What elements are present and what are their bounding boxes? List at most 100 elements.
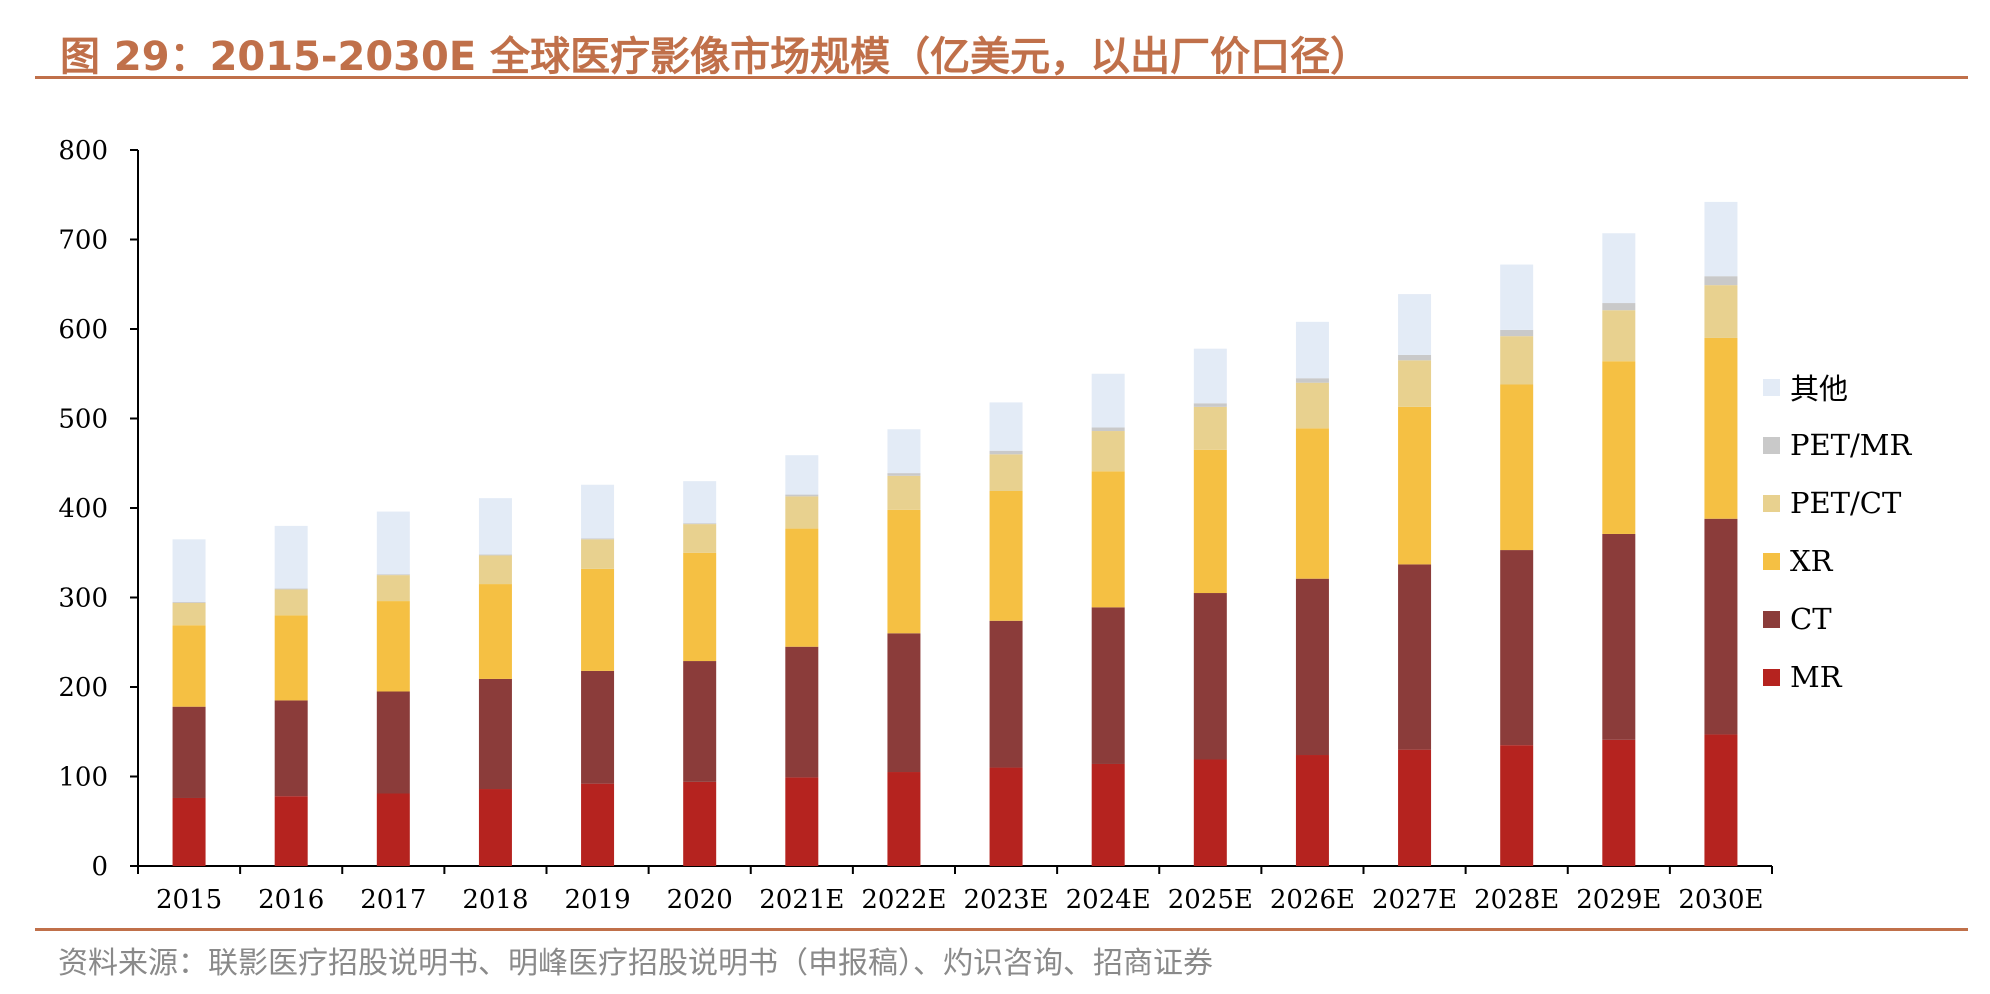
bar-segment-xr-2017 <box>376 601 410 692</box>
x-tick-label: 2025E <box>1168 885 1253 915</box>
bar-segment-xr-2030E <box>1704 337 1738 519</box>
bar-segment-pet-mr-2020 <box>683 523 717 525</box>
legend-label: CT <box>1790 602 1832 636</box>
bar-segment-pet-ct-2030E <box>1704 285 1738 338</box>
bar-segment---2021E <box>785 455 819 495</box>
legend-swatch <box>1763 668 1780 686</box>
bar-segment-pet-mr-2028E <box>1500 329 1534 337</box>
y-tick-label: 400 <box>58 494 108 524</box>
bar-segment---2028E <box>1500 264 1534 330</box>
bar-segment-mr-2019 <box>581 783 615 866</box>
bar-segment-pet-ct-2017 <box>376 575 410 602</box>
bar-segment-ct-2021E <box>785 646 819 778</box>
bar-segment---2025E <box>1193 348 1227 404</box>
bar-segment-mr-2026E <box>1295 755 1329 866</box>
bar-segment-pet-mr-2018 <box>478 554 512 556</box>
bar-segment-ct-2029E <box>1602 533 1636 740</box>
bar-segment-pet-mr-2025E <box>1193 403 1227 407</box>
bar-segment-pet-mr-2024E <box>1091 427 1125 432</box>
y-tick-label: 200 <box>58 673 108 703</box>
bar-segment-pet-ct-2025E <box>1193 406 1227 450</box>
bar-segment-pet-ct-2021E <box>785 496 819 529</box>
bar-segment-ct-2020 <box>683 661 717 782</box>
bar-segment-xr-2023E <box>989 490 1023 621</box>
bar-segment-pet-ct-2026E <box>1295 382 1329 429</box>
bar-segment---2023E <box>989 402 1023 451</box>
y-tick-label: 300 <box>58 584 108 614</box>
x-tick-label: 2022E <box>861 885 946 915</box>
bar-segment-pet-mr-2016 <box>274 588 308 590</box>
bar-segment-xr-2025E <box>1193 449 1227 594</box>
bar-segment-ct-2028E <box>1500 550 1534 746</box>
bar-segment-ct-2022E <box>887 633 921 773</box>
bar-segment---2019 <box>581 484 615 539</box>
bar-segment-pet-ct-2018 <box>478 555 512 585</box>
bar-segment-mr-2030E <box>1704 734 1738 866</box>
x-tick-label: 2017 <box>360 885 426 915</box>
legend-swatch <box>1763 552 1780 570</box>
legend-item: 其他 <box>1763 358 1911 416</box>
bar-segment-pet-ct-2015 <box>172 602 206 626</box>
bar-segment---2020 <box>683 481 717 524</box>
legend-item: XR <box>1763 532 1911 590</box>
x-tick-label: 2029E <box>1576 885 1661 915</box>
bar-segment-ct-2017 <box>376 691 410 794</box>
bar-segment-mr-2023E <box>989 767 1023 866</box>
bar-segment-pet-ct-2016 <box>274 589 308 616</box>
bar-segment-xr-2026E <box>1295 428 1329 579</box>
bar-segment-pet-ct-2029E <box>1602 310 1636 362</box>
x-tick-label: 2016 <box>258 885 324 915</box>
bar-segment-pet-mr-2019 <box>581 538 615 540</box>
bar-segment---2016 <box>274 525 308 589</box>
x-tick-label: 2020 <box>667 885 733 915</box>
legend-item: CT <box>1763 590 1911 648</box>
legend-swatch <box>1763 378 1780 396</box>
bar-segment-pet-ct-2027E <box>1398 360 1432 407</box>
bar-segment-pet-ct-2019 <box>581 539 615 569</box>
y-tick-label: 500 <box>58 405 108 435</box>
bar-segment-mr-2029E <box>1602 739 1636 866</box>
bar-segment-mr-2025E <box>1193 759 1227 866</box>
bar-segment---2022E <box>887 429 921 474</box>
title-divider <box>35 76 1968 79</box>
bar-segment-xr-2027E <box>1398 406 1432 565</box>
bar-segment-pet-mr-2022E <box>887 473 921 476</box>
bar-segment-xr-2028E <box>1500 384 1534 551</box>
legend-swatch <box>1763 494 1780 512</box>
bar-segment-pet-mr-2030E <box>1704 276 1738 286</box>
bar-segment-mr-2017 <box>376 793 410 866</box>
bar-segment-ct-2027E <box>1398 564 1432 750</box>
bar-segment-pet-mr-2029E <box>1602 303 1636 311</box>
legend-label: MR <box>1790 660 1842 694</box>
x-tick-label: 2018 <box>462 885 528 915</box>
bar-segment-mr-2027E <box>1398 749 1432 866</box>
bar-segment-xr-2020 <box>683 552 717 662</box>
bar-segment-pet-mr-2021E <box>785 494 819 497</box>
bar-segment-xr-2015 <box>172 625 206 707</box>
legend-label: 其他 <box>1790 372 1849 406</box>
bar-segment-mr-2020 <box>683 781 717 866</box>
bar-segment-pet-ct-2028E <box>1500 336 1534 385</box>
bar-segment-xr-2029E <box>1602 361 1636 534</box>
bar-segment-pet-mr-2026E <box>1295 378 1329 383</box>
bar-segment-mr-2022E <box>887 772 921 866</box>
x-tick-label: 2024E <box>1066 885 1151 915</box>
chart-title: 图 29：2015-2030E 全球医疗影像市场规模（亿美元，以出厂价口径） <box>60 34 1371 80</box>
bar-segment-pet-ct-2022E <box>887 475 921 510</box>
bar-segment-pet-mr-2027E <box>1398 354 1432 361</box>
legend-item: PET/CT <box>1763 474 1911 532</box>
y-tick-label: 600 <box>58 315 108 345</box>
bar-segment---2027E <box>1398 294 1432 355</box>
bar-segment-ct-2015 <box>172 706 206 798</box>
bar-segment-pet-ct-2020 <box>683 524 717 553</box>
x-tick-label: 2023E <box>963 885 1048 915</box>
bar-segment-xr-2024E <box>1091 471 1125 608</box>
legend-item: PET/MR <box>1763 416 1911 474</box>
bar-segment-mr-2024E <box>1091 763 1125 866</box>
x-tick-label: 2021E <box>759 885 844 915</box>
bar-segment-ct-2023E <box>989 620 1023 768</box>
bar-segment---2015 <box>172 539 206 602</box>
y-tick-label: 700 <box>58 226 108 256</box>
chart-legend: 其他 PET/MR PET/CT XR CT MR <box>1763 358 1911 706</box>
